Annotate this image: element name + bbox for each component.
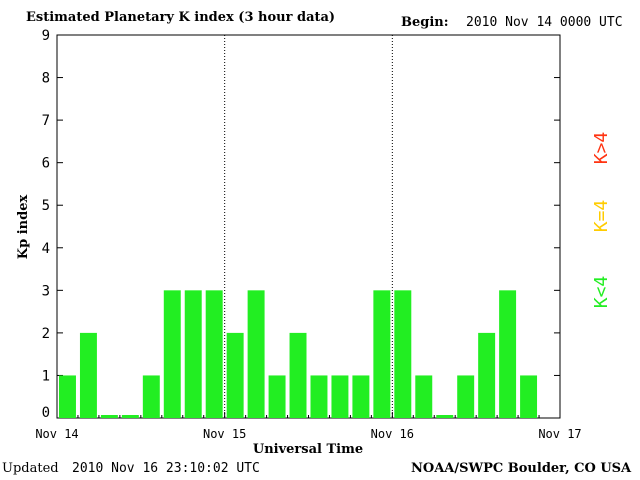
kp-bar	[499, 290, 517, 418]
kp-bar	[205, 290, 223, 418]
legend-k-above-4: K>4	[591, 132, 612, 165]
kp-bar	[289, 332, 307, 418]
kp-bar	[226, 332, 244, 418]
y-tick-label: 2	[42, 326, 50, 342]
kp-bar	[394, 290, 412, 418]
kp-bar	[331, 375, 349, 418]
begin-label: Begin:	[401, 15, 449, 30]
x-tick-label: Nov 16	[371, 427, 414, 441]
y-tick-label: 6	[42, 156, 50, 172]
source-label: NOAA/SWPC Boulder, CO USA	[411, 461, 632, 476]
chart-title: Estimated Planetary K index (3 hour data…	[26, 10, 336, 25]
x-axis: Nov 14 Nov 15 Nov 16 Nov 17	[35, 412, 582, 441]
kp-bar	[121, 415, 139, 418]
kp-bar	[59, 375, 76, 418]
kp-bar	[268, 375, 286, 418]
updated-label: Updated	[2, 461, 59, 476]
kp-bar	[415, 375, 433, 418]
begin-value: 2010 Nov 14 0000 UTC	[466, 15, 623, 30]
kp-bar	[520, 375, 538, 418]
x-tick-label: Nov 17	[538, 427, 581, 441]
bars	[59, 290, 538, 418]
y-tick-label: 0	[42, 405, 50, 421]
kp-bar	[436, 415, 454, 418]
y-axis: 0 1 2 3 4 5 6 7 8 9	[42, 28, 560, 421]
kp-bar	[478, 332, 496, 418]
legend-k-below-4: K<4	[591, 276, 612, 309]
y-tick-label: 9	[42, 28, 50, 44]
kp-bar	[352, 375, 370, 418]
updated-value: 2010 Nov 16 23:10:02 UTC	[72, 461, 260, 476]
x-axis-title: Universal Time	[253, 442, 363, 457]
y-tick-label: 3	[42, 283, 50, 299]
kp-bar	[457, 375, 475, 418]
y-tick-label: 1	[42, 368, 50, 384]
kp-bar	[184, 290, 202, 418]
y-tick-label: 7	[42, 113, 50, 129]
kp-bar	[163, 290, 181, 418]
y-axis-title: Kp index	[16, 195, 31, 260]
day-separators	[224, 35, 393, 418]
x-tick-label: Nov 15	[203, 427, 246, 441]
kp-bar	[247, 290, 265, 418]
y-tick-label: 8	[42, 71, 50, 87]
legend-k-equal-4: K=4	[591, 200, 612, 233]
x-tick-label: Nov 14	[35, 427, 78, 441]
y-tick-label: 4	[42, 241, 50, 257]
y-tick-label: 5	[42, 198, 50, 214]
kp-bar	[100, 415, 118, 418]
kp-bar	[310, 375, 328, 418]
kp-bar	[79, 332, 97, 418]
kp-bar	[142, 375, 160, 418]
kp-bar	[373, 290, 391, 418]
